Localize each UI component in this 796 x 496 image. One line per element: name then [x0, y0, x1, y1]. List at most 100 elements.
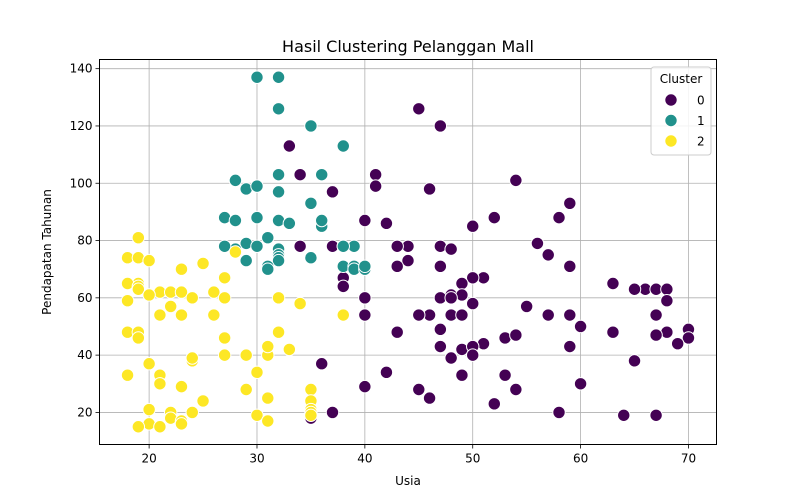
data-point: [325, 405, 340, 420]
data-point: [174, 262, 189, 276]
data-point: [379, 365, 394, 380]
data-point: [185, 291, 199, 305]
data-points: [120, 70, 696, 434]
data-point: [422, 182, 437, 196]
data-point: [304, 251, 318, 265]
x-tick-label: 40: [357, 452, 372, 466]
data-point: [163, 299, 178, 314]
data-point: [282, 342, 297, 357]
legend-label-2: 2: [697, 135, 705, 149]
data-point: [487, 397, 501, 411]
data-point: [131, 230, 146, 245]
data-point: [261, 230, 275, 245]
data-point: [261, 391, 275, 405]
data-point: [455, 368, 469, 382]
data-point: [563, 196, 577, 211]
data-point: [466, 348, 480, 362]
data-point: [304, 196, 318, 211]
y-tick-label: 140: [70, 62, 93, 76]
y-axis-label: Pendapatan Tahunan: [40, 189, 54, 315]
data-point: [217, 348, 232, 362]
data-point: [250, 70, 264, 84]
data-point: [261, 414, 275, 428]
data-point: [250, 179, 264, 193]
data-point: [455, 308, 469, 322]
data-point: [304, 382, 318, 397]
x-tick-label: 60: [573, 452, 588, 466]
data-point: [660, 293, 674, 308]
data-point: [228, 173, 243, 188]
data-point: [563, 308, 577, 322]
data-point: [228, 245, 243, 259]
data-point: [153, 420, 167, 434]
data-point: [217, 291, 232, 305]
x-axis-ticks: 20 30 40 50 60 70: [141, 444, 696, 466]
data-point: [444, 291, 458, 305]
data-point: [649, 308, 663, 322]
data-point: [358, 308, 372, 322]
data-point: [530, 236, 545, 251]
data-point: [271, 102, 286, 116]
data-point: [250, 239, 264, 253]
data-point: [293, 167, 307, 182]
data-point: [487, 210, 501, 225]
data-point: [358, 213, 372, 228]
x-axis-label: Usia: [395, 474, 421, 488]
data-point: [142, 288, 156, 302]
y-tick-label: 40: [77, 348, 92, 362]
data-point: [336, 279, 350, 294]
data-point: [390, 259, 404, 274]
data-point: [174, 285, 189, 299]
data-point: [217, 271, 232, 285]
data-point: [466, 296, 480, 311]
data-point: [239, 348, 253, 362]
data-point: [509, 328, 523, 342]
data-point: [433, 322, 448, 337]
data-point: [390, 239, 404, 253]
data-point: [606, 325, 620, 339]
data-point: [250, 210, 264, 225]
data-point: [368, 179, 383, 193]
data-point: [271, 325, 286, 339]
data-point: [282, 216, 297, 231]
data-point: [433, 259, 448, 274]
data-point: [412, 102, 426, 116]
data-point: [433, 339, 448, 354]
data-point: [142, 402, 156, 417]
data-point: [207, 308, 221, 322]
data-point: [649, 408, 663, 422]
data-point: [325, 185, 340, 199]
data-point: [412, 382, 426, 397]
data-point: [358, 379, 372, 394]
data-point: [336, 139, 350, 153]
data-point: [541, 248, 555, 262]
data-point: [670, 336, 685, 351]
data-point: [153, 377, 167, 391]
y-tick-label: 20: [77, 405, 92, 419]
data-point: [336, 239, 350, 253]
data-point: [293, 296, 307, 311]
data-point: [412, 308, 426, 322]
data-point: [573, 377, 588, 391]
data-point: [120, 368, 135, 382]
data-point: [131, 331, 146, 345]
data-point: [217, 239, 232, 253]
data-point: [422, 391, 437, 405]
data-point: [509, 382, 523, 397]
data-point: [131, 282, 146, 296]
data-point: [498, 368, 512, 382]
data-point: [185, 351, 199, 365]
data-point: [627, 354, 642, 368]
y-axis-ticks: 20 40 60 80 100 120 140: [70, 62, 100, 419]
data-point: [563, 339, 577, 354]
data-point: [261, 262, 275, 276]
chart-title: Hasil Clustering Pelanggan Mall: [282, 37, 534, 56]
x-tick-label: 30: [249, 452, 264, 466]
data-point: [153, 308, 167, 322]
data-point: [466, 271, 480, 285]
series-0: [282, 102, 696, 425]
data-point: [174, 417, 189, 431]
data-point: [261, 339, 275, 354]
data-point: [196, 256, 210, 271]
data-point: [541, 308, 555, 322]
